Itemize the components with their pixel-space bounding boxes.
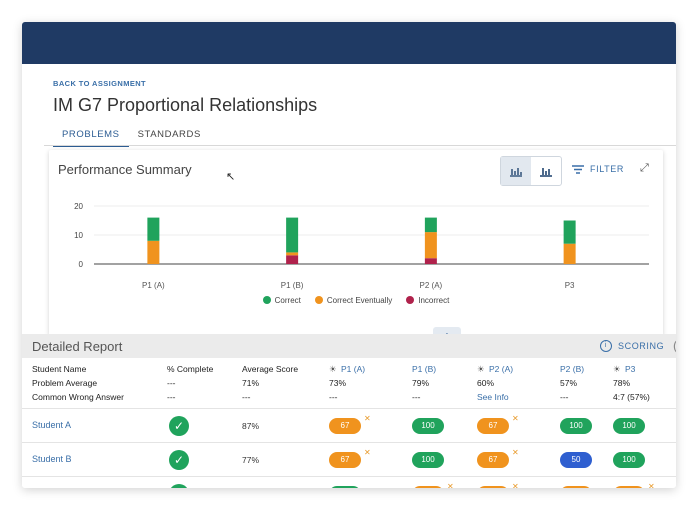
col-p3[interactable]: ☀ P3 — [613, 364, 636, 374]
col-p2a[interactable]: ☀ P2 (A) — [477, 364, 514, 374]
score-pill[interactable]: 100 — [329, 486, 361, 488]
filter-icon — [572, 164, 584, 174]
filter-button[interactable]: FILTER — [572, 164, 624, 174]
mouse-cursor-icon: ↖ — [226, 171, 236, 183]
average-score-value: 77% — [242, 455, 260, 465]
detailed-report-header: Detailed Report i SCORING ( — [22, 334, 676, 358]
scoring-label: SCORING — [618, 341, 665, 351]
truncated-text: ( — [673, 338, 676, 353]
score-pill[interactable]: 50 — [560, 452, 592, 468]
score-pill[interactable]: 67 — [613, 486, 645, 488]
tab-bar: PROBLEMS STANDARDS — [53, 126, 210, 147]
app-window: BACK TO ASSIGNMENT IM G7 Proportional Re… — [22, 22, 676, 488]
detailed-report-title: Detailed Report — [32, 339, 123, 354]
y-tick-label: 0 — [79, 260, 84, 269]
complete-check-icon: ✓ — [169, 416, 189, 436]
score-pill[interactable]: 67 — [329, 418, 361, 434]
see-info-link[interactable]: See Info — [477, 392, 509, 402]
back-to-assignment-link[interactable]: BACK TO ASSIGNMENT — [53, 79, 147, 88]
top-navbar — [22, 22, 676, 64]
col-student-name[interactable]: Student Name — [32, 364, 87, 374]
chart-view-toggle — [500, 156, 562, 186]
score-pill[interactable]: 100 — [613, 418, 645, 434]
col-p2b[interactable]: P2 (B) — [560, 364, 585, 374]
complete-check-icon: ✓ — [169, 484, 189, 488]
performance-summary-title: Performance Summary — [58, 162, 192, 177]
detailed-report: Detailed Report i SCORING ( Student Name… — [22, 334, 676, 488]
col-percent-complete[interactable]: % Complete — [167, 364, 214, 374]
student-name-link[interactable]: Student A — [32, 420, 72, 430]
tab-divider — [44, 145, 676, 146]
score-pill[interactable]: 67 — [477, 418, 509, 434]
average-score-value: 87% — [242, 421, 260, 431]
chart-legend: Correct Correct Eventually Incorrect — [49, 296, 663, 305]
grouped-chart-view-button[interactable] — [531, 157, 561, 185]
performance-summary-card: Performance Summary ↖ FILTER ⤢ 0 10 20 P1 (… — [49, 150, 663, 347]
legend-item-correct: Correct — [262, 296, 301, 305]
score-pill[interactable]: 67 — [412, 486, 444, 488]
scoring-button[interactable]: i SCORING — [600, 340, 664, 352]
table-row: Student B ✓ 77% 67 ✕ 100 67 ✕ 50 100 — [22, 442, 676, 477]
info-icon: i — [600, 340, 612, 352]
bar-chart-icon — [540, 168, 552, 177]
table-row: Student A ✓ 87% 67 ✕ 100 67 ✕ 100 100 — [22, 408, 676, 443]
legend-item-incorrect: Incorrect — [406, 296, 449, 305]
bar-segment — [424, 217, 437, 233]
y-tick-label: 10 — [74, 231, 83, 240]
lightbulb-icon: ☀ — [613, 364, 621, 374]
score-pill[interactable]: 67 — [477, 486, 509, 488]
col-p1b[interactable]: P1 (B) — [412, 364, 437, 374]
y-tick-label: 20 — [74, 202, 83, 211]
x-tick-label: P2 (A) — [420, 281, 443, 290]
page-title: IM G7 Proportional Relationships — [53, 95, 318, 115]
lightbulb-icon: ☀ — [329, 364, 337, 374]
wrong-attempt-icon: ✕ — [648, 482, 655, 488]
wrong-attempt-icon: ✕ — [447, 482, 454, 488]
wrong-attempt-icon: ✕ — [364, 414, 371, 423]
wrong-attempt-icon: ✕ — [512, 414, 519, 423]
bar-segment — [563, 220, 576, 244]
x-tick-label: P1 (B) — [281, 281, 304, 290]
performance-chart: 0 10 20 P1 (A) P1 (B) P2 (A) P3 — [74, 202, 649, 290]
wrong-attempt-icon: ✕ — [512, 448, 519, 457]
stacked-bar-icon — [510, 168, 522, 177]
expand-icon[interactable]: ⤢ — [640, 162, 649, 174]
bar-segment — [147, 240, 160, 264]
score-pill[interactable]: 100 — [613, 452, 645, 468]
wrong-attempt-icon: ✕ — [364, 448, 371, 457]
score-pill[interactable]: 100 — [412, 452, 444, 468]
complete-check-icon: ✓ — [169, 450, 189, 470]
bar-segment — [563, 243, 576, 264]
score-pill[interactable]: 67 — [329, 452, 361, 468]
bar-segment — [286, 255, 299, 264]
score-pill[interactable]: 100 — [560, 418, 592, 434]
x-tick-label: P3 — [565, 281, 575, 290]
student-name-link[interactable]: Student B — [32, 454, 72, 464]
tab-standards[interactable]: STANDARDS — [137, 129, 201, 140]
wrong-attempt-icon: ✕ — [512, 482, 519, 488]
bar-segment — [147, 217, 160, 241]
filter-label: FILTER — [590, 164, 624, 174]
bar-segment — [424, 232, 437, 259]
col-average-score[interactable]: Average Score — [242, 364, 299, 374]
col-p1a[interactable]: ☀ P1 (A) — [329, 364, 366, 374]
tab-problems[interactable]: PROBLEMS — [53, 126, 129, 147]
x-tick-label: P1 (A) — [142, 281, 165, 290]
score-pill[interactable]: 75 — [560, 486, 592, 488]
score-pill[interactable]: 67 — [477, 452, 509, 468]
bar-segment — [286, 252, 299, 256]
score-pill[interactable]: 100 — [412, 418, 444, 434]
stacked-chart-view-button[interactable] — [501, 157, 531, 185]
bar-segment — [424, 258, 437, 264]
lightbulb-icon: ☀ — [477, 364, 485, 374]
legend-item-correct-eventually: Correct Eventually — [314, 296, 392, 305]
bar-segment — [286, 217, 299, 253]
